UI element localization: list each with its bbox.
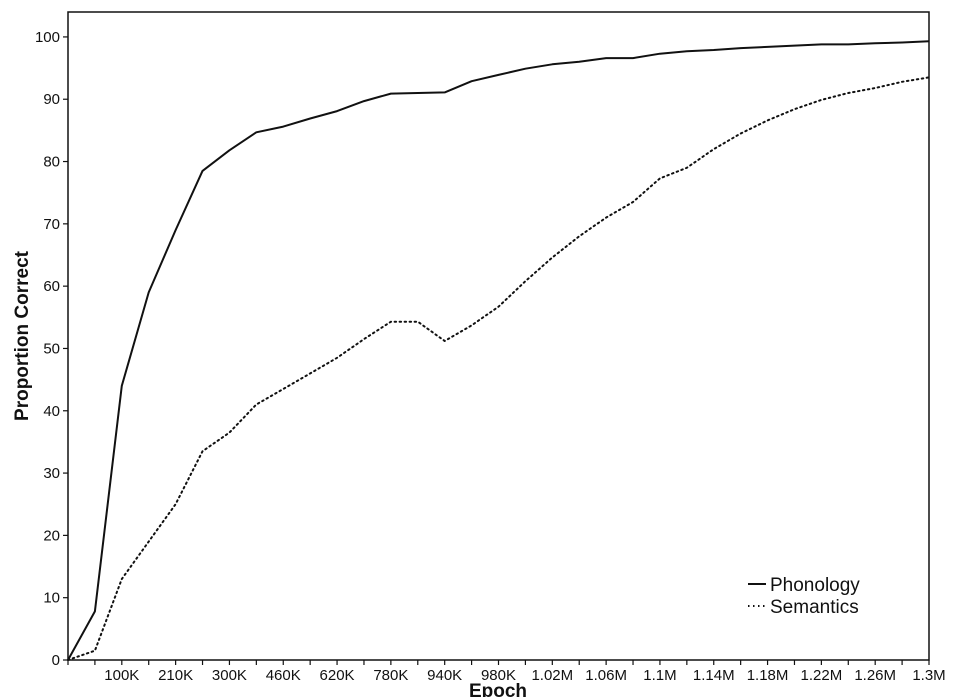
y-tick-label: 50: [43, 340, 60, 357]
x-tick-label: 1.1M: [643, 667, 676, 684]
y-axis: 0 10 20 30 40 50 60 70 80 90 100: [35, 29, 68, 669]
x-tick-label: 210K: [158, 667, 193, 684]
y-tick-label: 70: [43, 216, 60, 233]
x-tick-label: 1.3M: [912, 667, 945, 684]
y-tick-label: 20: [43, 527, 60, 544]
x-tick-label: 1.18M: [747, 667, 789, 684]
legend: Phonology Semantics: [748, 575, 860, 618]
legend-label-phonology: Phonology: [770, 575, 860, 596]
x-tick-label: 300K: [212, 667, 247, 684]
x-tick-label: 780K: [373, 667, 408, 684]
x-tick-label: 620K: [320, 667, 355, 684]
series-line-phonology: [67, 40, 930, 661]
y-tick-label: 100: [35, 29, 60, 46]
x-tick-label: 1.06M: [585, 667, 627, 684]
series-layer: [67, 40, 930, 661]
x-tick-label: 460K: [266, 667, 301, 684]
series-line-semantics: [67, 76, 930, 661]
x-tick-label: 100K: [104, 667, 139, 684]
y-tick-label: 10: [43, 590, 60, 607]
x-tick-label: 980K: [481, 667, 516, 684]
y-tick-label: 40: [43, 403, 60, 420]
y-tick-label: 60: [43, 278, 60, 295]
y-tick-label: 90: [43, 91, 60, 108]
x-tick-label: 1.14M: [693, 667, 735, 684]
x-axis: 100K 210K 300K 460K 620K 780K 940K 980K 1.02M 1.0…: [67, 660, 946, 684]
plot-frame: [67, 11, 930, 661]
x-tick-label: 940K: [427, 667, 462, 684]
x-tick-label: 1.02M: [531, 667, 573, 684]
y-tick-label: 30: [43, 465, 60, 482]
y-tick-label: 80: [43, 154, 60, 171]
y-tick-label: 0: [52, 652, 60, 669]
x-tick-label: 1.22M: [801, 667, 843, 684]
legend-label-semantics: Semantics: [770, 597, 859, 618]
y-axis-title: Proportion Correct: [12, 250, 33, 421]
x-tick-label: 1.26M: [854, 667, 896, 684]
x-axis-title: Epoch: [469, 681, 527, 697]
